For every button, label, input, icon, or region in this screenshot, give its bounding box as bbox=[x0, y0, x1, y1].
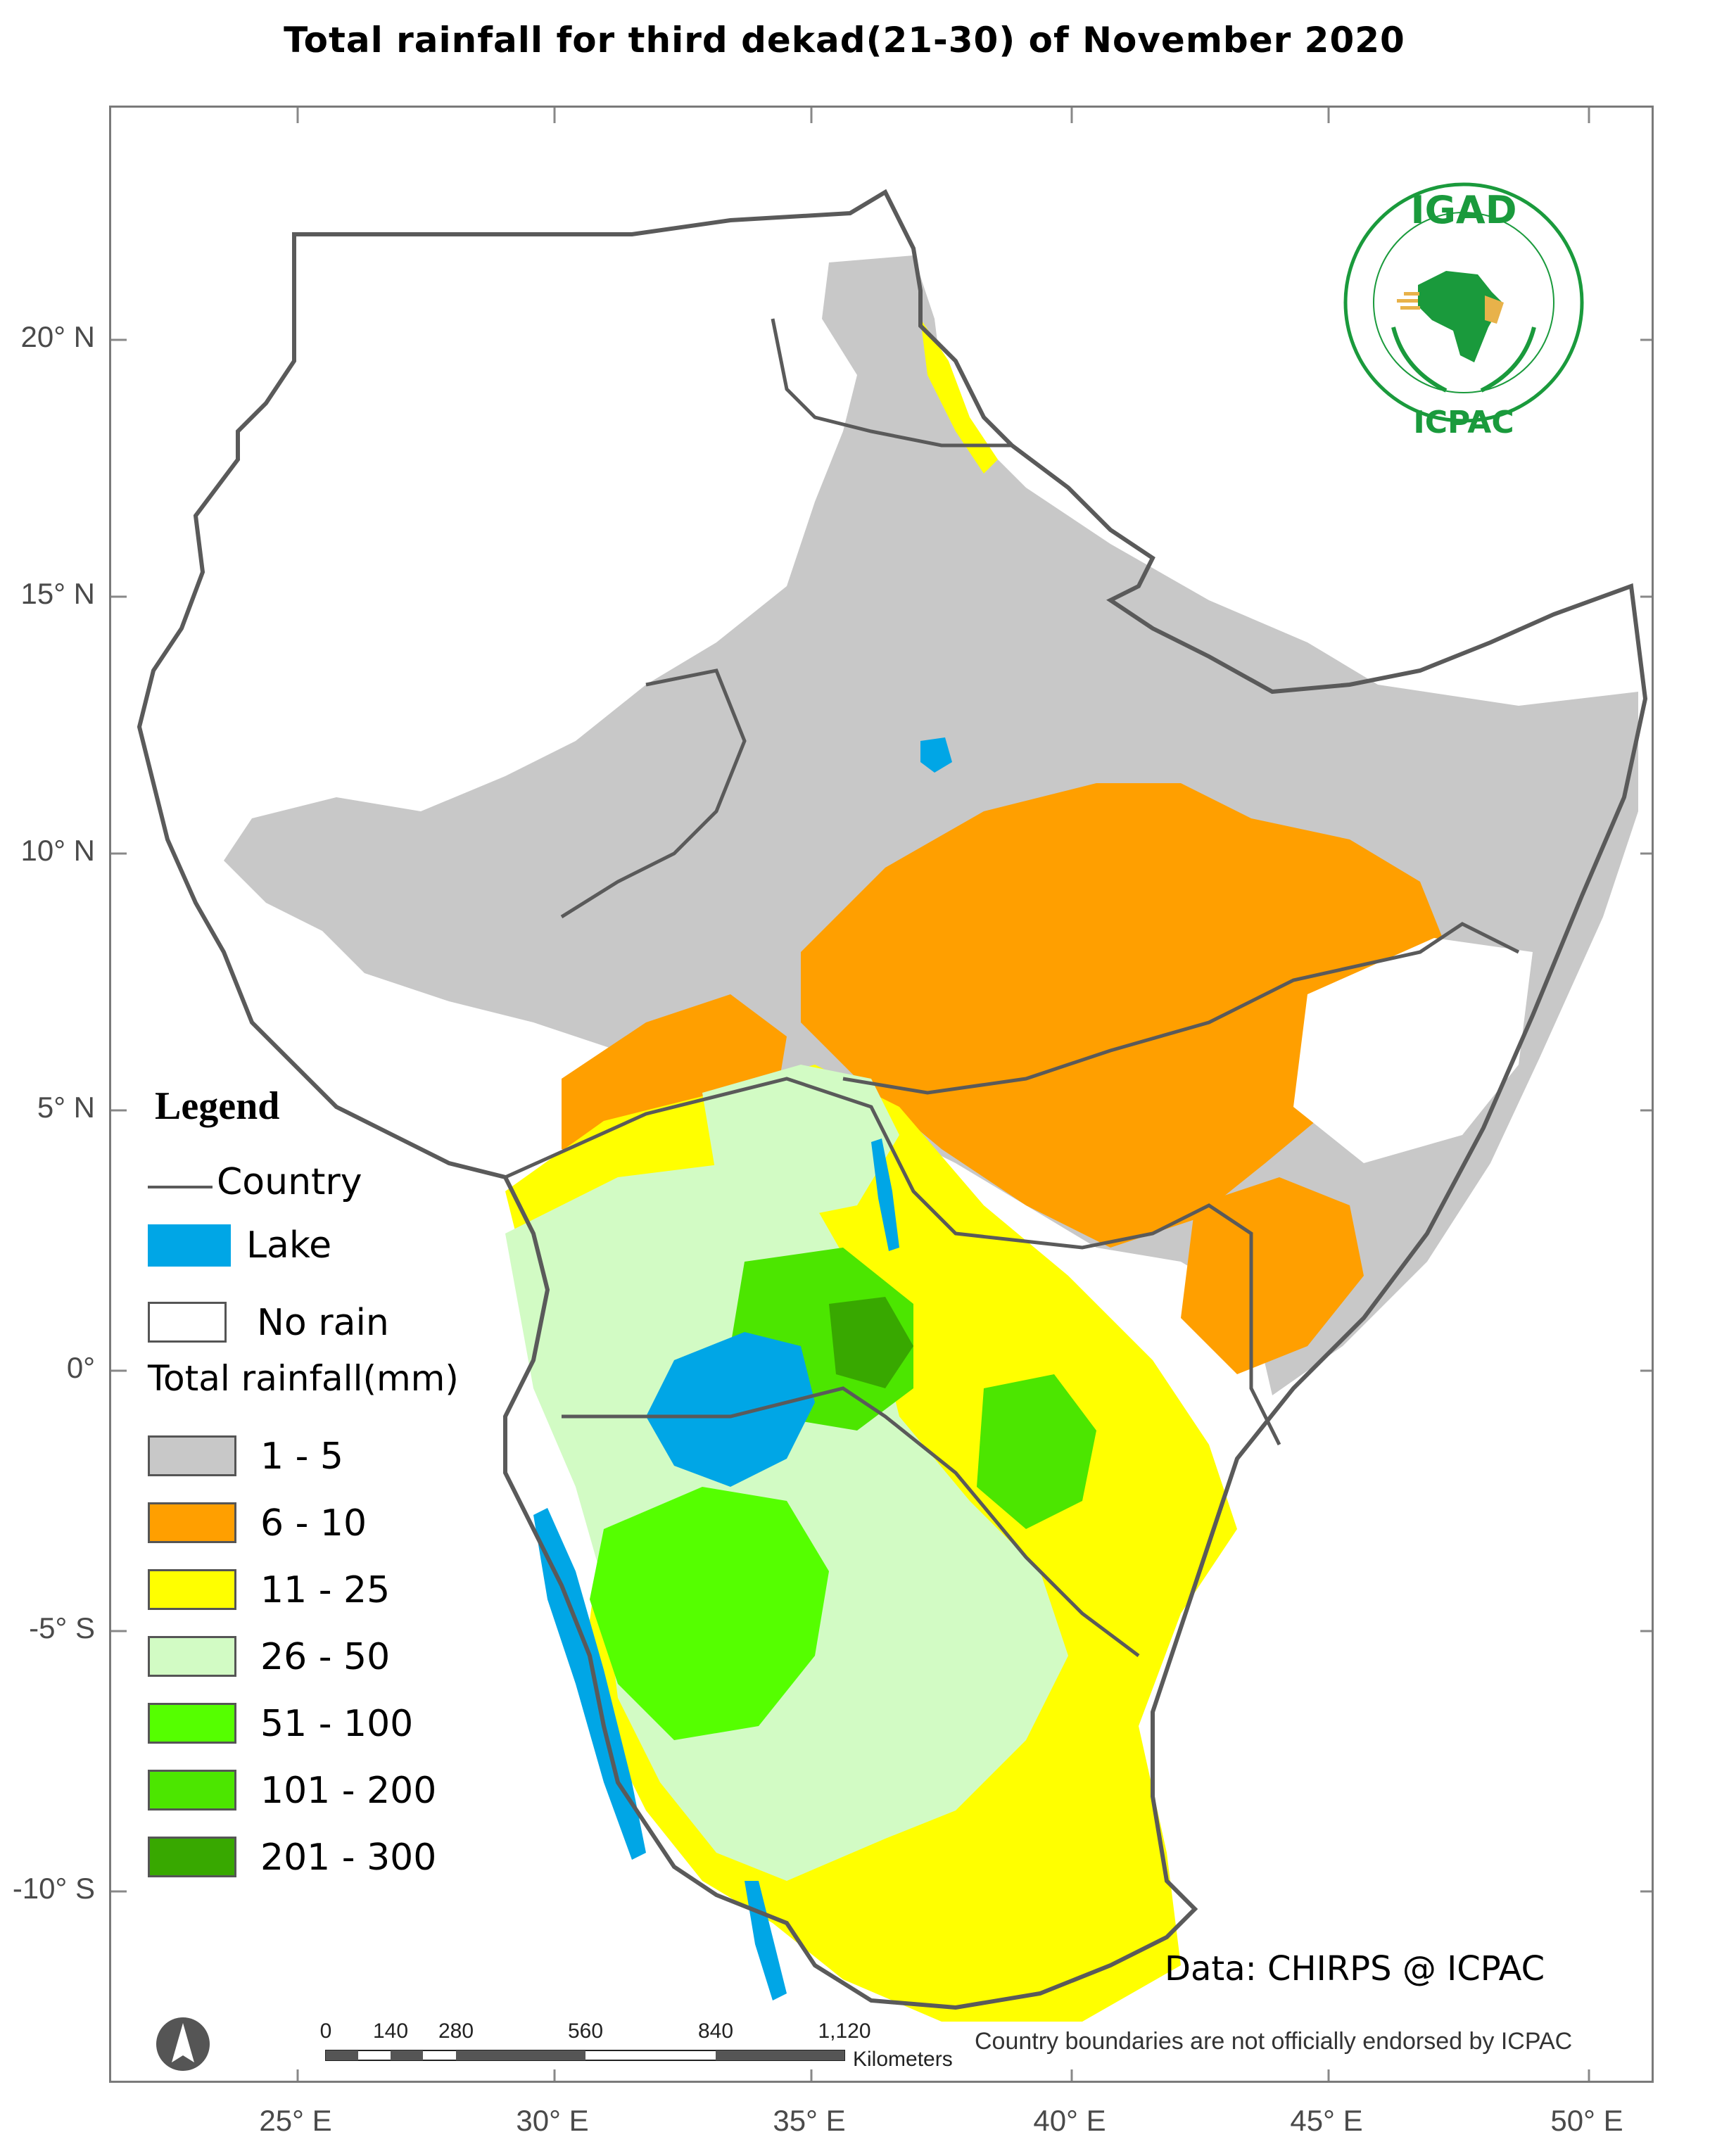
lat-label-5n: 5° N bbox=[37, 1091, 95, 1124]
region-orange bbox=[801, 783, 1448, 1248]
map-frame bbox=[109, 106, 1654, 2083]
class-label: 201 - 300 bbox=[260, 1837, 437, 1879]
class-label: 26 - 50 bbox=[260, 1636, 391, 1678]
lon-label-30e: 30° E bbox=[516, 2104, 589, 2137]
lat-label-10n: 10° N bbox=[20, 834, 95, 867]
graticule-ticks bbox=[111, 108, 1652, 2081]
class-swatch bbox=[148, 1703, 236, 1744]
lon-label-40e: 40° E bbox=[1033, 2104, 1106, 2137]
legend-norain-label: No rain bbox=[257, 1302, 389, 1344]
legend-title: Legend bbox=[155, 1084, 280, 1128]
country-line-swatch bbox=[148, 1186, 213, 1188]
class-swatch bbox=[148, 1502, 236, 1543]
lake-turkana bbox=[871, 1139, 899, 1251]
legend-country-label: Country bbox=[217, 1161, 362, 1203]
scale-tick: 140 bbox=[372, 2019, 409, 2043]
lon-label-35e: 35° E bbox=[773, 2104, 846, 2137]
legend-rain-title: Total rainfall(mm) bbox=[148, 1358, 459, 1399]
region-orange-east bbox=[1181, 1177, 1364, 1374]
boundary-disclaimer: Country boundaries are not officially en… bbox=[975, 2028, 1573, 2055]
lon-label-45e: 45° E bbox=[1290, 2104, 1363, 2137]
class-swatch bbox=[148, 1837, 236, 1877]
africa-shape bbox=[1418, 271, 1502, 362]
region-green bbox=[590, 1487, 829, 1740]
scale-tick: 840 bbox=[697, 2019, 734, 2043]
scale-unit: Kilometers bbox=[853, 2048, 953, 2071]
igad-emblem bbox=[1343, 182, 1584, 423]
igad-wordmark: IGAD bbox=[1410, 188, 1517, 232]
norain-swatch bbox=[148, 1302, 227, 1343]
class-label: 11 - 25 bbox=[260, 1569, 391, 1611]
scale-bar: 0 140 280 560 840 1,120 bbox=[319, 2019, 871, 2069]
class-swatch bbox=[148, 1770, 236, 1811]
class-label: 1 - 5 bbox=[260, 1435, 343, 1478]
rainfall-map bbox=[111, 108, 1652, 2081]
legend-lake-label: Lake bbox=[246, 1224, 332, 1267]
class-label: 101 - 200 bbox=[260, 1770, 437, 1812]
lat-label-5s: -5° S bbox=[29, 1611, 95, 1644]
region-lightgreen-nw bbox=[702, 1065, 899, 1219]
scale-tick: 1,120 bbox=[818, 2019, 871, 2043]
map-title: Total rainfall for third dekad(21-30) of… bbox=[284, 20, 1405, 61]
class-swatch bbox=[148, 1636, 236, 1677]
region-sudan-norain bbox=[153, 213, 920, 671]
class-label: 6 - 10 bbox=[260, 1502, 367, 1545]
lon-label-25e: 25° E bbox=[259, 2104, 332, 2137]
class-swatch bbox=[148, 1569, 236, 1610]
lake-tana bbox=[920, 737, 952, 773]
scale-tick: 280 bbox=[438, 2019, 474, 2043]
country-boundaries bbox=[137, 189, 1648, 2010]
icpac-label: ICPAC bbox=[1413, 405, 1514, 440]
north-arrow-icon bbox=[155, 2016, 211, 2072]
lat-label-10s: -10° S bbox=[12, 1872, 95, 1905]
scale-bar-graphic bbox=[325, 2050, 845, 2061]
data-credit: Data: CHIRPS @ ICPAC bbox=[1165, 1949, 1545, 1989]
lake-swatch bbox=[148, 1224, 231, 1267]
region-horn-norain bbox=[1293, 938, 1533, 1163]
lake-victoria bbox=[646, 1332, 815, 1487]
internal-borders bbox=[504, 318, 1520, 1657]
region-green-east bbox=[977, 1374, 1096, 1529]
igad-logo: IGAD ICPAC bbox=[1341, 179, 1587, 447]
lat-label-15n: 15° N bbox=[20, 577, 95, 610]
lat-label-20n: 20° N bbox=[20, 320, 95, 353]
region-yellow-coast bbox=[920, 319, 998, 474]
horn-highlight bbox=[1485, 296, 1504, 324]
lake-tanganyika bbox=[533, 1508, 646, 1860]
lat-label-0: 0° bbox=[66, 1351, 95, 1384]
lon-label-50e: 50° E bbox=[1550, 2104, 1623, 2137]
class-swatch bbox=[148, 1435, 236, 1476]
class-label: 51 - 100 bbox=[260, 1703, 414, 1745]
scale-tick: 560 bbox=[567, 2019, 604, 2043]
scale-tick: 0 bbox=[319, 2019, 332, 2043]
region-green-dark bbox=[829, 1297, 913, 1388]
